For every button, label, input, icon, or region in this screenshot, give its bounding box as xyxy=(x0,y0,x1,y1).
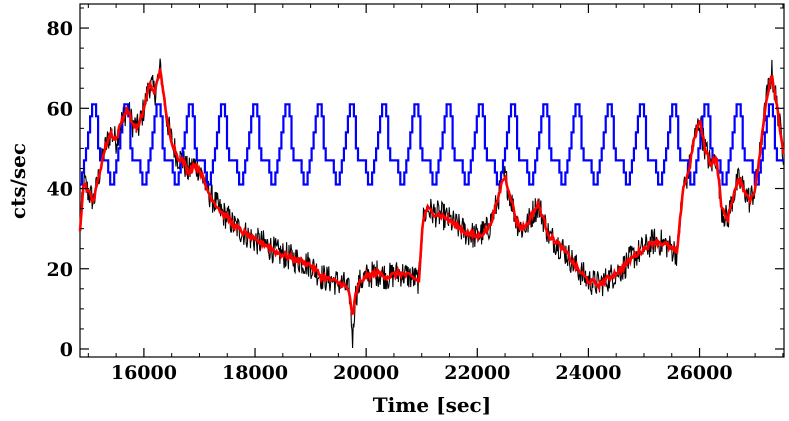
series-raw-line xyxy=(79,58,785,349)
y-tick-label: 0 xyxy=(60,339,73,361)
x-tick-label: 26000 xyxy=(666,362,732,384)
series-layer xyxy=(78,58,785,349)
x-tick-label: 18000 xyxy=(222,362,288,384)
x-tick-label: 16000 xyxy=(111,362,177,384)
x-tick-label: 22000 xyxy=(444,362,510,384)
y-tick-label: 40 xyxy=(47,179,73,201)
y-tick-label: 60 xyxy=(47,98,73,120)
y-tick-label: 80 xyxy=(47,18,73,40)
series-smoothed-line xyxy=(78,68,785,316)
x-axis-label: Time [sec] xyxy=(373,393,491,417)
series-background-line xyxy=(80,103,784,186)
x-tick-label: 20000 xyxy=(333,362,399,384)
tick-layer xyxy=(80,4,784,357)
plot-frame xyxy=(79,3,785,358)
x-tick-label: 24000 xyxy=(555,362,621,384)
label-layer: 16000 18000 20000 22000 24000 26000 0 20 40 60 80 xyxy=(47,18,733,384)
y-axis-label: cts/sec xyxy=(6,143,30,219)
y-tick-label: 20 xyxy=(47,259,73,281)
